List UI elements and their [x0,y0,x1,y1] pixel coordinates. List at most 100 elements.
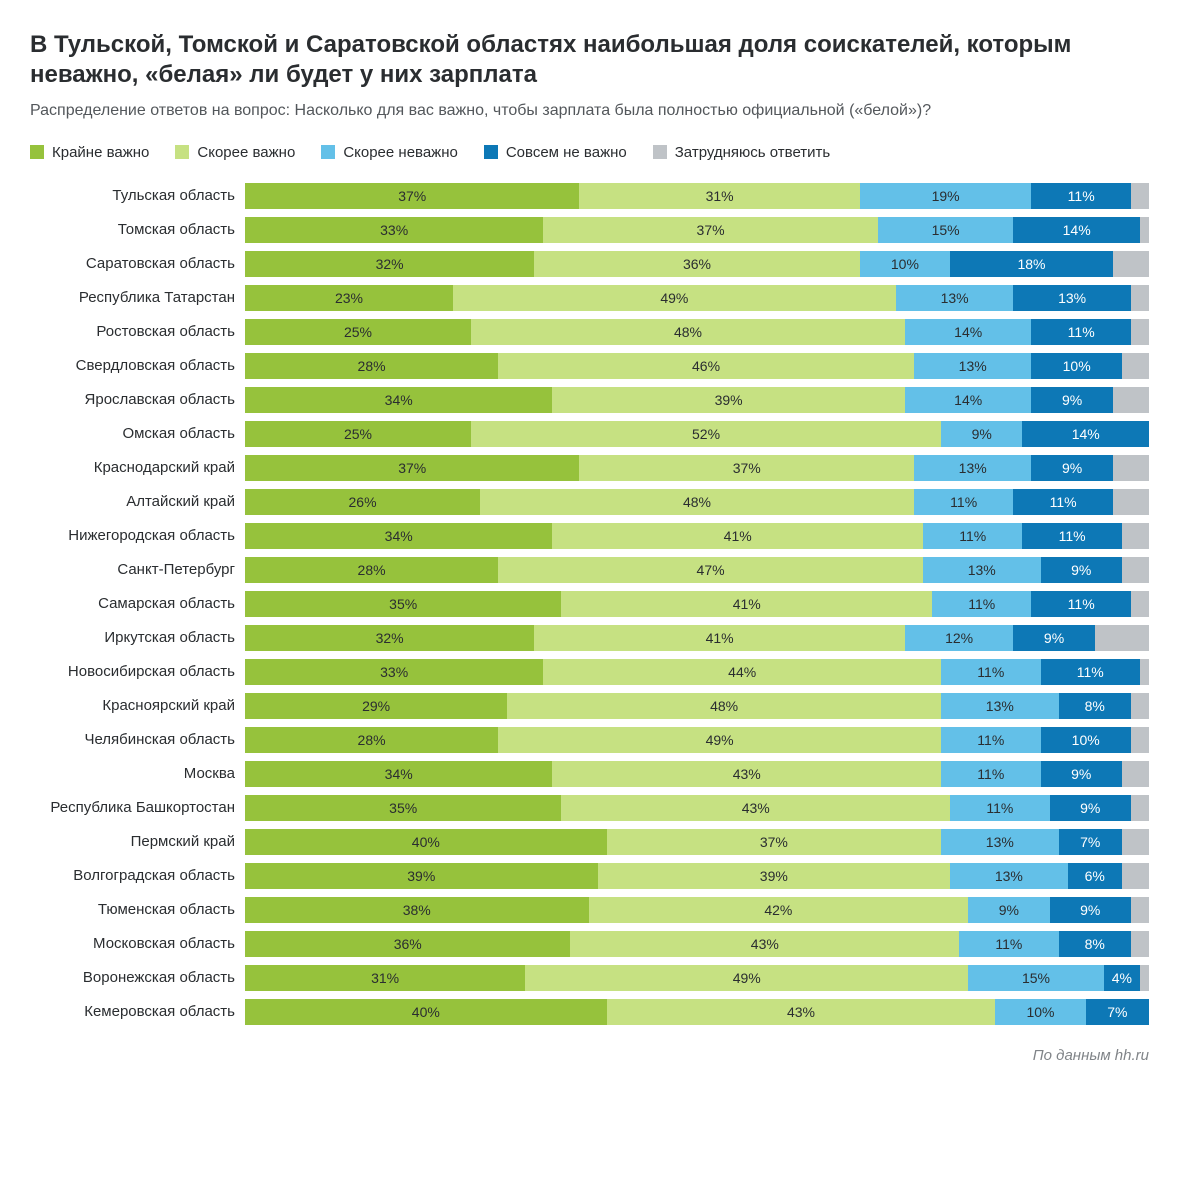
chart-row: Нижегородская область34%41%11%11% [30,523,1149,553]
segment-value: 9% [1071,562,1091,578]
bar-segment: 9% [1050,897,1131,923]
bar-segment [1140,217,1149,243]
bar-segment: 39% [598,863,951,889]
bar-segment: 11% [941,761,1040,787]
bar-segment [1113,251,1149,277]
bar-segment: 49% [525,965,968,991]
legend-label: Крайне важно [52,144,149,161]
chart-row: Омская область25%52%9%14% [30,421,1149,451]
bar-segment: 31% [579,183,859,209]
chart-row: Воронежская область31%49%15%4% [30,965,1149,995]
segment-value: 48% [674,324,702,340]
bar-segment: 12% [905,625,1013,651]
segment-value: 29% [362,698,390,714]
segment-value: 28% [358,732,386,748]
segment-value: 19% [932,188,960,204]
chart-row: Алтайский край26%48%11%11% [30,489,1149,519]
legend-swatch [653,145,667,159]
segment-value: 9% [1071,766,1091,782]
bar-segment: 10% [860,251,950,277]
bar-segment: 28% [245,727,498,753]
legend-label: Скорее важно [197,144,295,161]
stacked-bar: 28%46%13%10% [245,353,1149,379]
chart-row: Кемеровская область40%43%10%7% [30,999,1149,1029]
row-label: Алтайский край [30,493,245,510]
bar-segment: 23% [245,285,453,311]
segment-value: 9% [1062,460,1082,476]
chart-row: Московская область36%43%11%8% [30,931,1149,961]
bar-segment [1131,727,1149,753]
legend-item: Затрудняюсь ответить [653,144,830,161]
row-label: Санкт-Петербург [30,561,245,578]
legend: Крайне важно Скорее важно Скорее неважно Со… [30,144,1149,161]
segment-value: 23% [335,290,363,306]
bar-segment [1140,659,1149,685]
bar-segment: 9% [1050,795,1131,821]
stacked-bar: 25%48%14%11% [245,319,1149,345]
bar-segment: 43% [561,795,950,821]
bar-segment [1122,863,1149,889]
bar-segment: 37% [245,455,579,481]
segment-value: 49% [733,970,761,986]
segment-value: 49% [706,732,734,748]
bar-segment [1122,557,1149,583]
bar-segment: 42% [589,897,969,923]
row-label: Тульская область [30,187,245,204]
bar-segment: 13% [914,455,1032,481]
bar-segment: 9% [1013,625,1094,651]
chart-row: Саратовская область32%36%10%18% [30,251,1149,281]
segment-value: 13% [959,460,987,476]
segment-value: 12% [945,630,973,646]
segment-value: 11% [1050,494,1077,510]
stacked-bar: 31%49%15%4% [245,965,1149,991]
bar-segment: 52% [471,421,941,447]
segment-value: 9% [999,902,1019,918]
bar-segment: 35% [245,795,561,821]
legend-label: Совсем не важно [506,144,627,161]
bar-segment: 15% [968,965,1104,991]
legend-swatch [175,145,189,159]
bar-segment: 34% [245,523,552,549]
legend-item: Скорее неважно [321,144,458,161]
stacked-bar: 37%37%13%9% [245,455,1149,481]
chart-row: Ростовская область25%48%14%11% [30,319,1149,349]
segment-value: 34% [385,766,413,782]
stacked-bar: 34%39%14%9% [245,387,1149,413]
bar-segment: 13% [923,557,1041,583]
segment-value: 37% [398,188,426,204]
segment-value: 48% [683,494,711,510]
bar-segment: 14% [905,387,1032,413]
bar-segment [1131,285,1149,311]
bar-segment: 15% [878,217,1014,243]
bar-segment: 8% [1059,931,1131,957]
bar-segment: 10% [1041,727,1131,753]
segment-value: 33% [380,222,408,238]
segment-value: 48% [710,698,738,714]
legend-item: Совсем не важно [484,144,627,161]
segment-value: 33% [380,664,408,680]
chart-row: Республика Башкортостан35%43%11%9% [30,795,1149,825]
legend-swatch [30,145,44,159]
segment-value: 35% [389,800,417,816]
bar-segment [1131,795,1149,821]
segment-value: 28% [358,358,386,374]
chart-row: Республика Татарстан23%49%13%13% [30,285,1149,315]
bar-segment [1131,183,1149,209]
bar-segment: 49% [453,285,896,311]
segment-value: 11% [1068,596,1095,612]
row-label: Республика Башкортостан [30,799,245,816]
segment-value: 11% [1068,188,1095,204]
bar-segment: 7% [1086,999,1149,1025]
segment-value: 28% [358,562,386,578]
legend-swatch [321,145,335,159]
bar-segment: 32% [245,625,534,651]
segment-value: 9% [1080,902,1100,918]
row-label: Ростовская область [30,323,245,340]
chart-row: Санкт-Петербург28%47%13%9% [30,557,1149,587]
bar-segment: 9% [1041,761,1122,787]
bar-segment: 49% [498,727,941,753]
chart-row: Краснодарский край37%37%13%9% [30,455,1149,485]
segment-value: 13% [1058,290,1086,306]
segment-value: 13% [959,358,987,374]
bar-segment: 9% [968,897,1049,923]
